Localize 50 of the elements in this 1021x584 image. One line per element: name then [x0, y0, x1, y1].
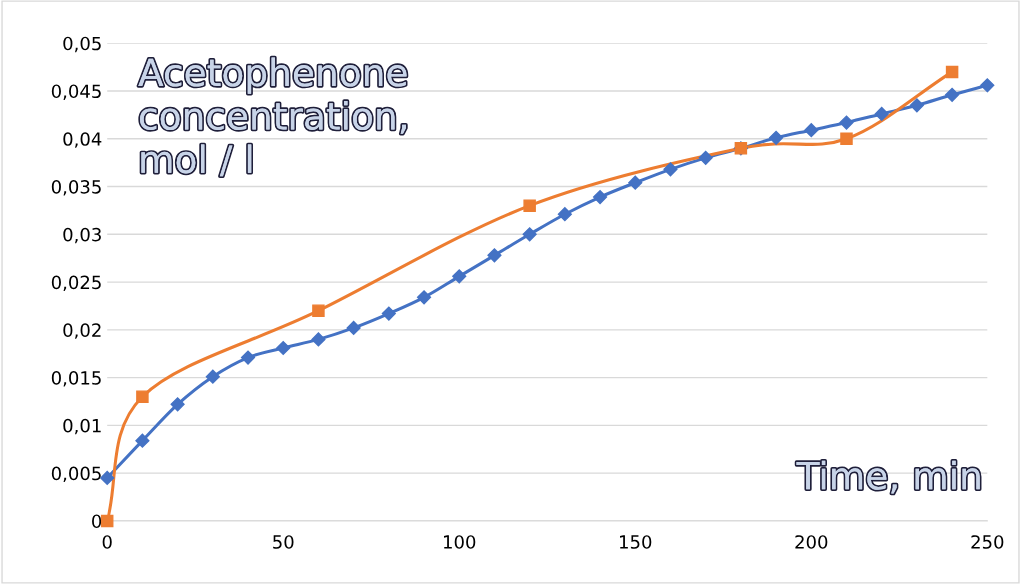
y-tick-label: 0,05 — [63, 36, 101, 53]
point — [840, 132, 853, 146]
point — [663, 162, 678, 177]
point — [346, 320, 361, 336]
point — [698, 150, 713, 165]
x-tick-label: 100 — [444, 535, 476, 549]
point — [205, 369, 220, 384]
point — [874, 106, 889, 121]
point — [311, 332, 326, 347]
x-tick-label: 150 — [620, 535, 652, 549]
y-tick-label: 0,025 — [51, 275, 101, 292]
y-tick-label: 0,03 — [63, 227, 101, 244]
point — [909, 98, 924, 113]
point — [487, 248, 502, 263]
point — [381, 306, 396, 321]
y-tick-label: 0,005 — [51, 466, 101, 483]
point — [769, 130, 784, 145]
point — [592, 189, 608, 205]
x-tick-label: 0 — [102, 535, 112, 549]
y-tick-label: 0,02 — [63, 323, 101, 339]
point — [522, 227, 537, 242]
y-axis-title: Acetophenone concentration, mol / l — [138, 57, 407, 177]
x-axis-title: Time, min — [796, 460, 980, 494]
point — [804, 123, 819, 138]
point — [980, 78, 995, 93]
y-tick-label: 0,04 — [63, 132, 102, 148]
x-tick-label: 250 — [971, 535, 1004, 549]
point — [416, 290, 432, 305]
point — [276, 340, 291, 356]
x-tick-label: 50 — [273, 535, 294, 549]
point — [135, 433, 150, 448]
point — [452, 269, 467, 284]
point — [100, 470, 115, 486]
point — [839, 115, 854, 130]
point — [945, 87, 960, 102]
point — [100, 514, 114, 528]
point — [170, 397, 185, 412]
point — [557, 207, 572, 222]
y-tick-label: 0 — [92, 514, 102, 529]
y-tick-label: 0,01 — [63, 418, 101, 435]
point — [240, 350, 256, 365]
y-tick-label: 0,015 — [51, 371, 101, 387]
point — [945, 65, 959, 79]
point — [312, 304, 325, 317]
point — [628, 175, 643, 190]
point — [136, 390, 149, 403]
y-tick-label: 0,035 — [51, 179, 101, 196]
y-tick-label: 0,045 — [51, 84, 101, 100]
point — [523, 199, 536, 212]
x-tick-label: 200 — [795, 535, 828, 549]
